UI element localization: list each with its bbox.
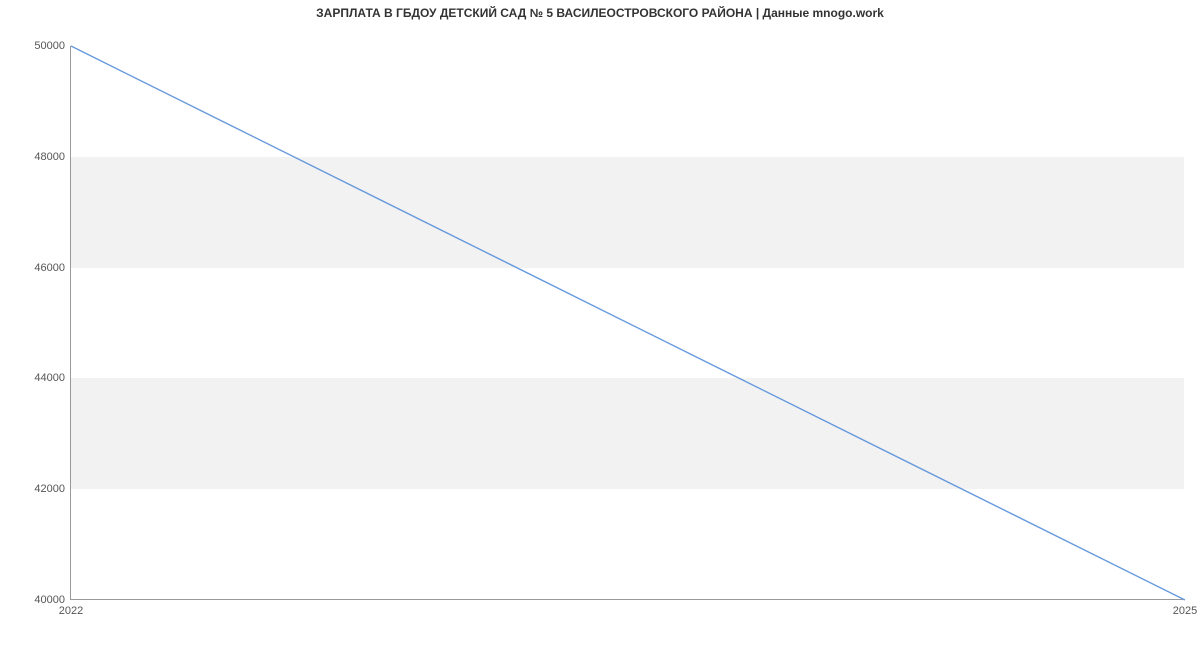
x-tick-label: 2025	[1173, 605, 1197, 617]
series-layer	[71, 46, 1185, 600]
y-tick-label: 48000	[34, 151, 65, 163]
chart-title: ЗАРПЛАТА В ГБДОУ ДЕТСКИЙ САД № 5 ВАСИЛЕО…	[0, 6, 1200, 20]
y-tick-label: 44000	[34, 372, 65, 384]
line-chart: ЗАРПЛАТА В ГБДОУ ДЕТСКИЙ САД № 5 ВАСИЛЕО…	[0, 0, 1200, 650]
x-tick-label: 2022	[59, 605, 83, 617]
y-tick-label: 50000	[34, 40, 65, 52]
series-line	[71, 46, 1185, 600]
y-tick-label: 46000	[34, 262, 65, 274]
y-tick-label: 42000	[34, 483, 65, 495]
plot-area: 40000420004400046000480005000020222025	[70, 46, 1184, 600]
